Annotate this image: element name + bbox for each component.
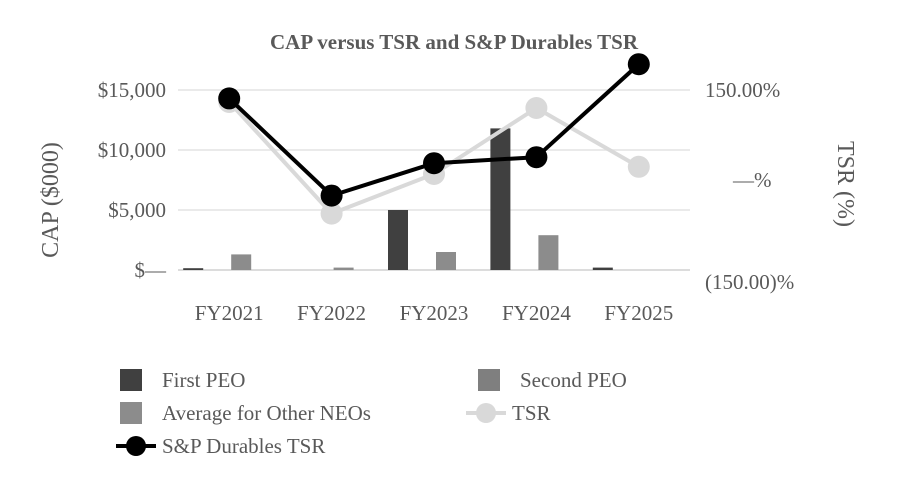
right-axis-ticks: (150.00)% —% 150.00%	[705, 78, 794, 294]
legend-label-first-peo: First PEO	[162, 368, 245, 392]
s-p-durables-tsr-point-fy2022	[320, 184, 343, 207]
x-tick-label: FY2021	[195, 301, 264, 325]
legend-label-average-for-other-neos: Average for Other NEOs	[162, 401, 371, 425]
s-p-durables-tsr-point-fy2021	[218, 87, 241, 110]
legend-swatch-first-peo	[120, 369, 142, 391]
tsr-point-fy2022	[320, 202, 343, 225]
y2-axis-title: TSR (%)	[832, 141, 858, 227]
y2-tick-label: 150.00%	[705, 78, 780, 102]
legend-label-second-peo: Second PEO	[520, 368, 627, 392]
bars	[183, 128, 613, 270]
lines	[218, 53, 650, 225]
bar-average-for-other-neos-fy2022	[333, 267, 354, 270]
legend-marker-s-p-durables-tsr	[126, 436, 146, 456]
x-tick-label: FY2023	[400, 301, 469, 325]
legend-swatch-second-peo	[478, 369, 500, 391]
tsr-point-fy2024	[525, 97, 548, 119]
legend-swatch-average-for-other-neos	[120, 402, 142, 424]
y-tick-label: $5,000	[108, 198, 166, 222]
legend-label-tsr: TSR	[512, 401, 551, 425]
y-axis-title: CAP ($000)	[38, 142, 64, 258]
s-p-durables-tsr-point-fy2025	[627, 53, 650, 76]
y2-tick-label: —%	[732, 168, 772, 192]
chart-title: CAP versus TSR and S&P Durables TSR	[270, 30, 639, 54]
s-p-durables-tsr-point-fy2023	[423, 152, 445, 175]
x-tick-label: FY2022	[297, 301, 366, 325]
bar-first-peo-fy2021	[183, 268, 204, 270]
bar-first-peo-fy2024	[490, 128, 511, 270]
s-p-durables-tsr-point-fy2024	[525, 146, 548, 169]
bar-first-peo-fy2025	[592, 267, 613, 270]
y-tick-label: $10,000	[98, 138, 166, 162]
x-axis-ticks: FY2021 FY2022 FY2023 FY2024 FY2025	[195, 301, 673, 325]
legend: First PEO Second PEO Average for Other NEO…	[116, 368, 627, 458]
bar-average-for-other-neos-fy2024	[538, 235, 559, 270]
y-tick-label: $—	[135, 258, 168, 282]
bar-average-for-other-neos-fy2023	[436, 252, 456, 270]
legend-marker-tsr	[476, 403, 496, 423]
x-tick-label: FY2025	[604, 301, 673, 325]
tsr-point-fy2025	[627, 155, 650, 178]
left-axis-ticks: $— $5,000 $10,000 $15,000	[98, 78, 167, 282]
y-tick-label: $15,000	[98, 78, 166, 102]
legend-label-s-p-durables-tsr: S&P Durables TSR	[162, 434, 325, 458]
bar-first-peo-fy2023	[388, 210, 408, 270]
x-tick-label: FY2024	[502, 301, 571, 325]
bar-average-for-other-neos-fy2021	[231, 254, 252, 270]
y2-tick-label: (150.00)%	[705, 270, 794, 294]
